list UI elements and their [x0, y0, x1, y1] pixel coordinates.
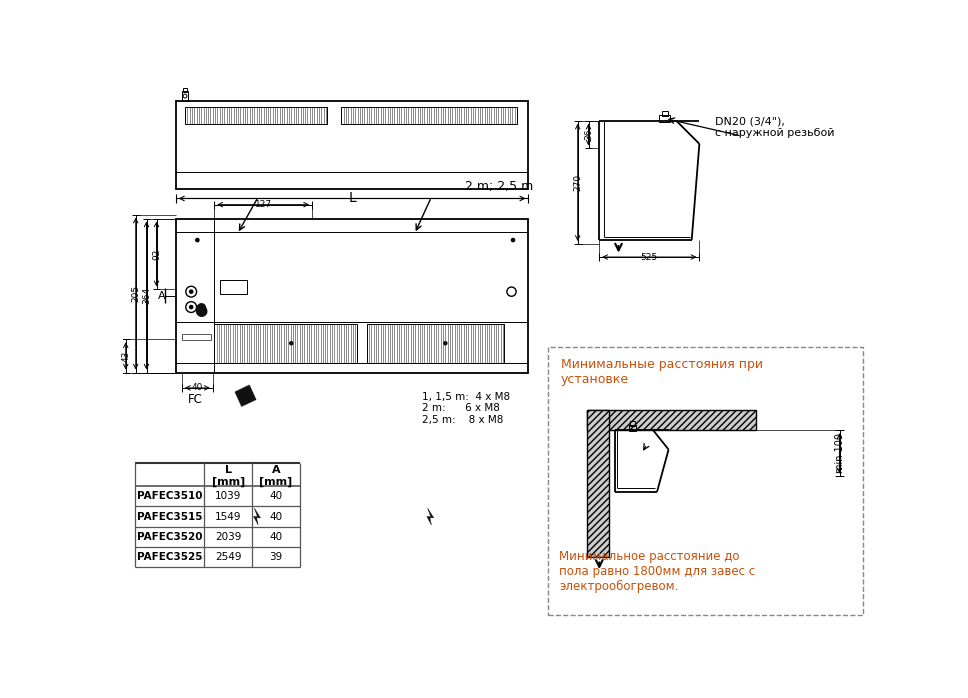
Circle shape [443, 342, 447, 345]
Bar [549, 347, 862, 615]
Bar [367, 324, 503, 362]
Text: A: A [158, 290, 166, 301]
Text: PAFEC3525: PAFEC3525 [136, 551, 202, 561]
Text: 205: 205 [132, 285, 140, 302]
Text: L: L [348, 191, 356, 205]
Text: PAFEC3520: PAFEC3520 [136, 531, 202, 542]
Text: 1039: 1039 [215, 491, 241, 501]
Text: FC: FC [188, 393, 202, 406]
Text: DN20 (3/4"),
с наружной резьбой: DN20 (3/4"), с наружной резьбой [714, 117, 834, 138]
Text: 270: 270 [573, 174, 582, 191]
Bar [662, 111, 668, 116]
Text: A
[mm]: A [mm] [259, 465, 292, 487]
Text: L
[mm]: L [mm] [212, 465, 245, 487]
Bar [184, 88, 187, 92]
Text: 39: 39 [269, 551, 283, 561]
Text: 364: 364 [142, 287, 151, 304]
Text: Минимальные расстояния при
установке: Минимальные расстояния при установке [560, 358, 763, 386]
Circle shape [189, 290, 194, 294]
Text: PAFEC3515: PAFEC3515 [136, 512, 202, 521]
Text: 40: 40 [269, 531, 283, 542]
Text: 40: 40 [192, 383, 203, 392]
Text: Минимальное расстояние до
пола равно 1800мм для завес с
электрообогревом.: Минимальное расстояние до пола равно 180… [560, 549, 755, 593]
Text: 127: 127 [255, 200, 272, 209]
Text: 1, 1,5 m:  4 x M8
2 m:      6 x M8
2,5 m:    8 x M8: 1, 1,5 m: 4 x M8 2 m: 6 x M8 2,5 m: 8 x … [422, 392, 510, 425]
Bar [587, 410, 756, 430]
Bar [182, 91, 188, 101]
Polygon shape [254, 508, 260, 525]
Bar [176, 101, 529, 189]
Text: ◆: ◆ [229, 378, 261, 413]
Bar [182, 334, 211, 340]
Text: ●: ● [195, 301, 206, 313]
Circle shape [289, 342, 293, 345]
Circle shape [511, 238, 515, 242]
Bar [587, 410, 609, 556]
Text: 2039: 2039 [215, 531, 241, 542]
Bar [176, 218, 529, 373]
Text: 40: 40 [269, 512, 283, 521]
Text: 525: 525 [641, 253, 658, 262]
Polygon shape [239, 390, 252, 402]
Text: 2 m; 2,5 m: 2 m; 2,5 m [465, 179, 532, 193]
Bar [628, 425, 636, 431]
Bar [221, 280, 248, 294]
Bar [342, 107, 517, 124]
Circle shape [195, 238, 199, 242]
Text: 40: 40 [269, 491, 283, 501]
Text: ●: ● [194, 304, 207, 318]
Bar [659, 115, 670, 122]
Bar [185, 107, 327, 124]
Bar [630, 421, 635, 426]
Bar [214, 324, 357, 362]
Circle shape [189, 305, 194, 309]
Text: 36: 36 [584, 129, 593, 140]
Text: 1549: 1549 [215, 512, 241, 521]
Text: 92: 92 [152, 248, 161, 260]
Text: min 100: min 100 [834, 433, 844, 473]
Text: 43: 43 [121, 350, 131, 362]
Text: PAFEC3510: PAFEC3510 [136, 491, 202, 501]
Polygon shape [427, 508, 434, 525]
Text: 2549: 2549 [215, 551, 241, 561]
